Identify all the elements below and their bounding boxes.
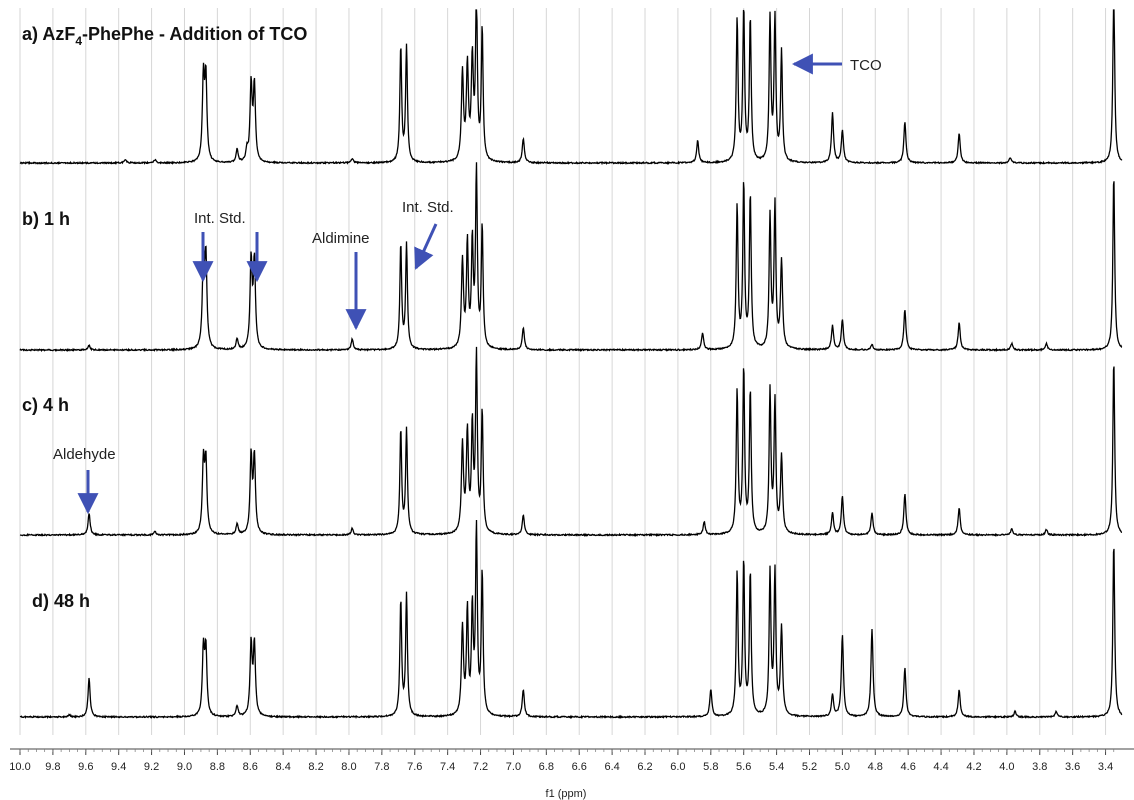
annotation-tco: TCO — [850, 57, 882, 74]
x-tick-label: 5.2 — [802, 761, 817, 773]
arrow-int-std-c — [414, 223, 438, 270]
panel-c-label: c) 4 h — [22, 395, 69, 415]
x-tick-label: 8.4 — [276, 761, 291, 773]
x-tick-label: 4.2 — [966, 761, 981, 773]
x-tick-label: 4.6 — [901, 761, 916, 773]
panel-b-label: b) 1 h — [22, 209, 70, 229]
x-tick-label: 6.0 — [670, 761, 685, 773]
annotation-int-std-1: Int. Std. — [194, 210, 246, 227]
x-tick-label: 7.4 — [440, 761, 455, 773]
x-tick-label: 4.8 — [868, 761, 883, 773]
spectrum-trace-3 — [19, 346, 1123, 538]
x-tick-label: 6.4 — [604, 761, 619, 773]
x-tick-label: 7.0 — [506, 761, 521, 773]
spectrum-trace-2 — [19, 162, 1123, 353]
x-tick-label: 8.2 — [308, 761, 323, 773]
annotations: TCO Int. Std. Aldimine Int. Std. Aldehyd… — [53, 53, 882, 515]
grid-lines — [19, 8, 1107, 735]
x-tick-label: 5.8 — [703, 761, 718, 773]
x-axis: 10.0 9.8 9.6 9.4 9.2 9.0 8.8 8.6 8.4 8.2 8.0 7.8 7.6… — [9, 748, 1134, 773]
x-tick-label: 5.6 — [736, 761, 751, 773]
x-tick-label: 9.0 — [177, 761, 192, 773]
x-tick-label: 8.6 — [243, 761, 258, 773]
x-axis-label: f1 (ppm) — [546, 788, 587, 800]
x-tick-label: 7.6 — [407, 761, 422, 773]
x-tick-label: 6.8 — [539, 761, 554, 773]
x-tick-label: 6.2 — [637, 761, 652, 773]
spectrum-trace-4 — [19, 519, 1123, 720]
x-tick-label: 4.0 — [999, 761, 1014, 773]
x-tick-label: 5.4 — [769, 761, 784, 773]
panel-d-label: d) 48 h — [32, 591, 90, 611]
x-tick-label: 8.8 — [210, 761, 225, 773]
x-tick-label: 3.8 — [1032, 761, 1047, 773]
x-tick-label: 3.6 — [1065, 761, 1080, 773]
x-tick-label: 7.2 — [473, 761, 488, 773]
spectra — [19, 9, 1123, 720]
x-tick-label: 9.8 — [45, 761, 60, 773]
annotation-aldimine: Aldimine — [312, 230, 370, 247]
annotation-int-std-2: Int. Std. — [402, 199, 454, 216]
x-tick-label: 4.4 — [933, 761, 948, 773]
panel-a-label: a) AzF4-PhePhe - Addition of TCO — [22, 24, 307, 48]
x-tick-label: 5.0 — [835, 761, 850, 773]
x-tick-label: 10.0 — [9, 761, 30, 773]
x-tick-label: 9.2 — [144, 761, 159, 773]
x-tick-label: 7.8 — [374, 761, 389, 773]
x-tick-label: 8.0 — [341, 761, 356, 773]
annotation-aldehyde: Aldehyde — [53, 446, 116, 463]
spectrum-trace-1 — [19, 9, 1123, 166]
x-tick-label: 9.4 — [111, 761, 126, 773]
x-tick-label: 9.6 — [78, 761, 93, 773]
x-tick-label: 6.6 — [572, 761, 587, 773]
x-tick-label: 3.4 — [1098, 761, 1113, 773]
